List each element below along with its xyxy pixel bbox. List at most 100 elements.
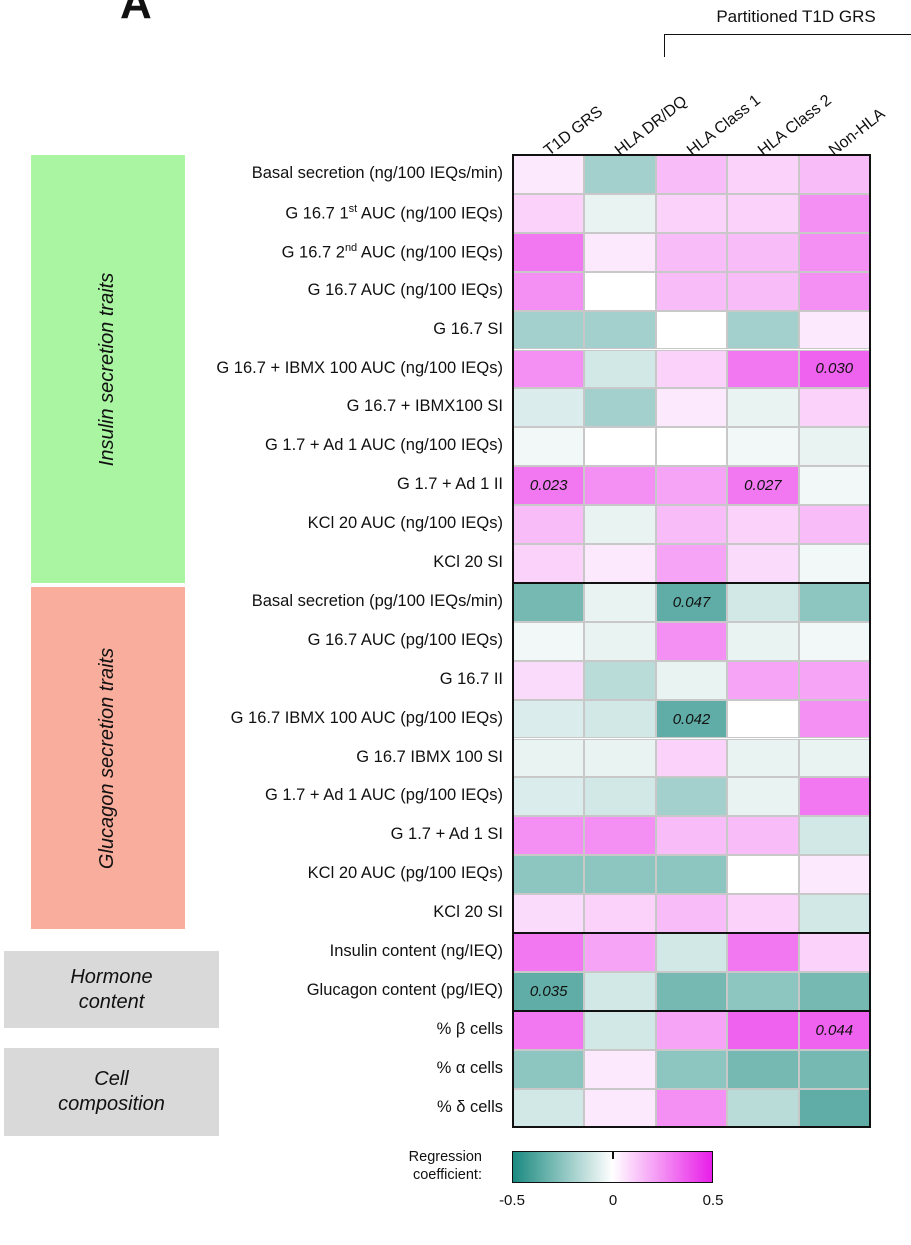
column-label-hla-dr-dq: HLA DR/DQ	[612, 92, 691, 160]
heatmap-cell	[584, 1049, 656, 1089]
cell-pvalue-label: 0.035	[529, 982, 568, 1000]
heatmap-cell	[513, 193, 585, 233]
column-label-hla-class-2: HLA Class 2	[754, 91, 835, 160]
row-label: % β cells	[436, 1019, 503, 1038]
heatmap-cell	[727, 310, 799, 350]
heatmap-cell	[584, 777, 656, 817]
heatmap-cell	[798, 310, 870, 350]
heatmap-cell	[584, 388, 656, 428]
heatmap-cell: 0.027	[727, 466, 799, 506]
heatmap-cell	[584, 544, 656, 583]
heatmap-cell	[584, 1088, 656, 1128]
heatmap-cell	[727, 505, 799, 544]
heatmap-cell	[513, 621, 585, 661]
cell-pvalue-label: 0.042	[672, 710, 711, 728]
row-label: G 16.7 + IBMX 100 AUC (ng/100 IEQs)	[216, 358, 503, 377]
heatmap-cell	[798, 738, 870, 778]
legend-tick-max: 0.5	[702, 1192, 724, 1209]
heatmap-cell	[584, 894, 656, 933]
heatmap-cell	[584, 232, 656, 272]
heatmap-cell	[655, 777, 728, 817]
heatmap-cell	[798, 232, 870, 272]
heatmap-cell	[727, 232, 799, 272]
heatmap-cell	[513, 388, 585, 428]
heatmap-cell	[798, 1088, 870, 1128]
heatmap-cell	[655, 738, 728, 778]
row-label: G 16.7 2nd AUC (ng/100 IEQs)	[281, 241, 503, 262]
heatmap-cell	[513, 349, 585, 389]
heatmap-cell: 0.047	[655, 582, 728, 622]
legend-midpoint-tick	[612, 1151, 614, 1159]
heatmap-cell	[798, 816, 870, 856]
row-label: Insulin content (ng/IEQ)	[329, 942, 503, 960]
heatmap-cell	[798, 271, 870, 311]
insulin-secretion-box: Insulin secretion traits	[31, 155, 185, 583]
hormone-content-label: Hormone content	[70, 965, 153, 1013]
heatmap-cell	[655, 466, 728, 506]
heatmap-cell	[513, 699, 585, 739]
row-label: Basal secretion (pg/100 IEQs/min)	[251, 591, 503, 610]
heatmap-cell	[513, 155, 585, 194]
heatmap-cell	[655, 505, 728, 544]
heatmap-cell	[798, 427, 870, 467]
legend-tick-mid: 0	[608, 1192, 618, 1209]
heatmap-cell	[727, 427, 799, 467]
heatmap-cell	[798, 971, 870, 1011]
insulin-secretion-label: Insulin secretion traits	[96, 272, 119, 466]
heatmap-cell	[584, 699, 656, 739]
row-label: G 1.7 + Ad 1 SI	[390, 825, 503, 844]
heatmap-cell	[513, 660, 585, 700]
heatmap-cell	[727, 1010, 799, 1050]
glucagon-secretion-label: Glucagon secretion traits	[96, 647, 119, 869]
heatmap-cell	[584, 660, 656, 700]
heatmap-cell	[655, 1049, 728, 1089]
row-label: G 1.7 + Ad 1 AUC (ng/100 IEQs)	[264, 436, 503, 455]
row-label: G 16.7 SI	[433, 319, 503, 338]
heatmap-cell	[798, 544, 870, 583]
heatmap-cell	[727, 855, 799, 895]
partitioned-grs-bracket	[664, 34, 911, 57]
heatmap-cell	[727, 933, 799, 972]
heatmap-cell	[513, 855, 585, 895]
column-label-t1d-grs: T1D GRS	[540, 103, 606, 160]
legend-title: Regression coefficient:	[408, 1149, 482, 1184]
heatmap-cell	[513, 933, 585, 972]
row-label: % δ cells	[436, 1097, 503, 1116]
heatmap-cell: 0.030	[798, 349, 870, 389]
heatmap-cell	[727, 582, 799, 622]
heatmap-cell	[727, 388, 799, 428]
heatmap-cell	[798, 582, 870, 622]
heatmap-cell	[513, 232, 585, 272]
heatmap-cell	[513, 816, 585, 856]
row-label: KCl 20 AUC (pg/100 IEQs)	[307, 864, 503, 883]
heatmap-cell	[798, 505, 870, 544]
row-label: KCl 20 SI	[433, 903, 503, 922]
heatmap-cell	[513, 777, 585, 817]
row-label: G 16.7 II	[439, 669, 503, 688]
cell-pvalue-label: 0.023	[529, 477, 568, 495]
cell-pvalue-label: 0.047	[672, 593, 711, 611]
heatmap-cell	[727, 544, 799, 583]
heatmap-cell	[727, 1049, 799, 1089]
panel-letter: A	[120, 0, 152, 28]
heatmap-cell	[584, 349, 656, 389]
row-label: G 1.7 + Ad 1 AUC (pg/100 IEQs)	[264, 786, 503, 805]
heatmap-cell	[655, 933, 728, 972]
column-label-non-hla: Non-HLA	[826, 105, 889, 160]
row-label: Glucagon content (pg/IEQ)	[306, 980, 503, 999]
heatmap-cell	[655, 427, 728, 467]
heatmap-cell	[727, 894, 799, 933]
heatmap-cell	[513, 427, 585, 467]
heatmap-cell	[655, 621, 728, 661]
heatmap-cell	[727, 193, 799, 233]
heatmap-cell	[513, 582, 585, 622]
heatmap-cell	[727, 738, 799, 778]
heatmap-cell: 0.023	[513, 466, 585, 506]
partitioned-grs-label: Partitioned T1D GRS	[716, 7, 876, 26]
heatmap-cell	[727, 777, 799, 817]
row-label: G 16.7 IBMX 100 SI	[356, 747, 503, 766]
heatmap-cell	[655, 193, 728, 233]
heatmap-cell	[727, 155, 799, 194]
heatmap-cell	[584, 1010, 656, 1050]
heatmap-cell: 0.035	[513, 971, 585, 1011]
